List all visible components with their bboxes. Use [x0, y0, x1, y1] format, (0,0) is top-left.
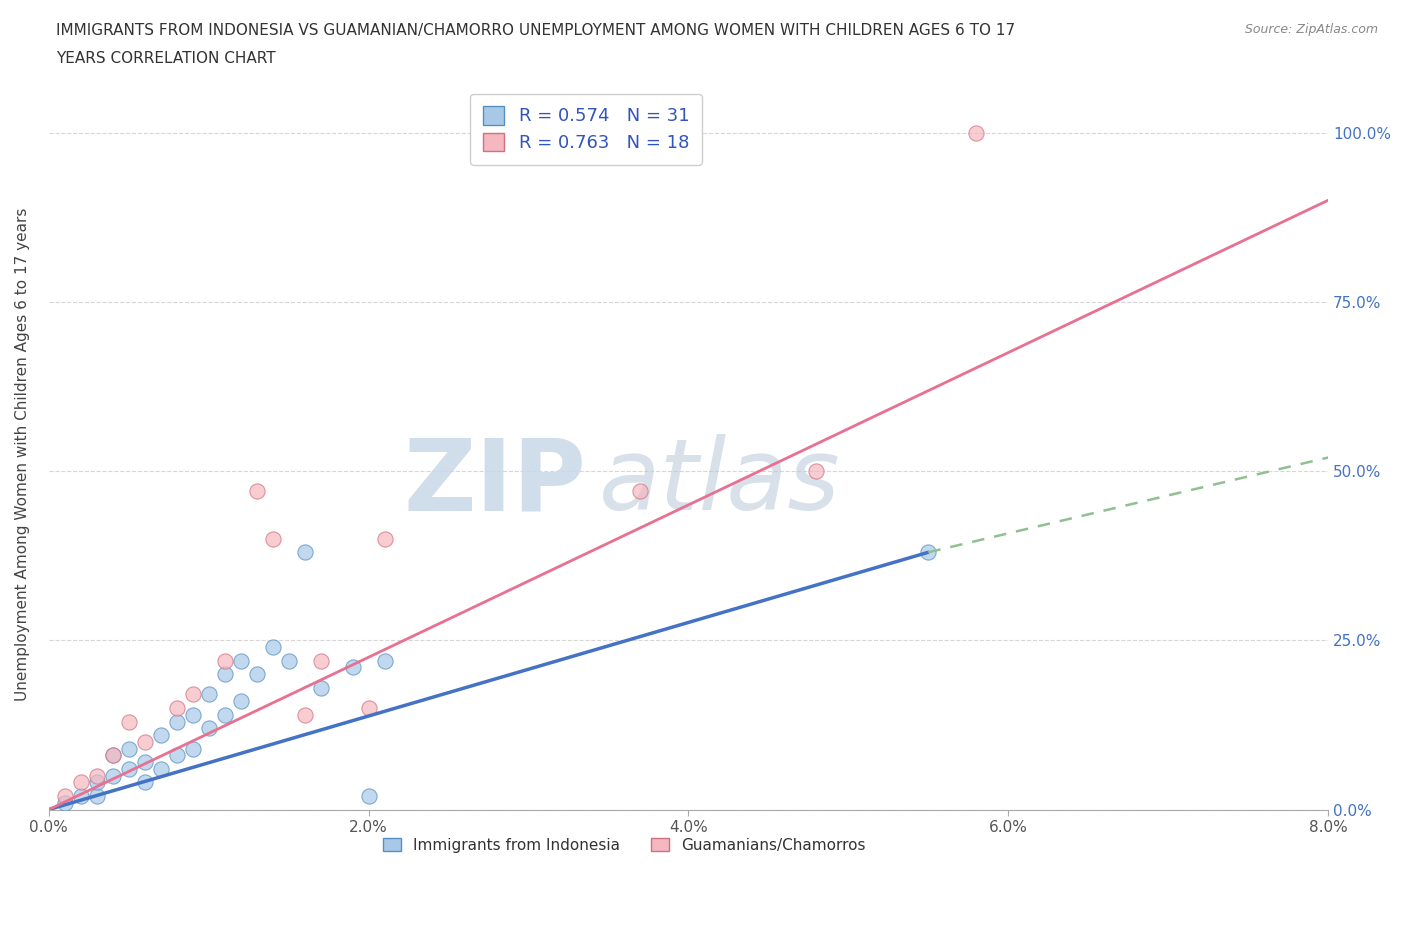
Legend: Immigrants from Indonesia, Guamanians/Chamorros: Immigrants from Indonesia, Guamanians/Ch…	[377, 831, 872, 858]
Point	[166, 714, 188, 729]
Point	[246, 667, 269, 682]
Point	[149, 727, 172, 742]
Point	[246, 484, 269, 498]
Point	[357, 789, 380, 804]
Point	[69, 775, 91, 790]
Point	[357, 700, 380, 715]
Point	[118, 714, 141, 729]
Point	[342, 660, 364, 675]
Point	[86, 789, 108, 804]
Text: YEARS CORRELATION CHART: YEARS CORRELATION CHART	[56, 51, 276, 66]
Point	[965, 126, 987, 140]
Point	[917, 545, 939, 560]
Point	[277, 653, 299, 668]
Point	[309, 653, 332, 668]
Point	[181, 741, 204, 756]
Point	[374, 653, 396, 668]
Text: IMMIGRANTS FROM INDONESIA VS GUAMANIAN/CHAMORRO UNEMPLOYMENT AMONG WOMEN WITH CH: IMMIGRANTS FROM INDONESIA VS GUAMANIAN/C…	[56, 23, 1015, 38]
Point	[214, 667, 236, 682]
Point	[166, 748, 188, 763]
Point	[134, 735, 156, 750]
Point	[181, 687, 204, 702]
Point	[806, 464, 828, 479]
Point	[149, 762, 172, 777]
Text: Source: ZipAtlas.com: Source: ZipAtlas.com	[1244, 23, 1378, 36]
Point	[214, 708, 236, 723]
Point	[86, 775, 108, 790]
Point	[134, 755, 156, 770]
Point	[197, 721, 219, 736]
Point	[197, 687, 219, 702]
Point	[262, 531, 284, 546]
Point	[309, 680, 332, 695]
Point	[630, 484, 652, 498]
Point	[374, 531, 396, 546]
Point	[118, 741, 141, 756]
Text: ZIP: ZIP	[404, 434, 586, 531]
Point	[229, 694, 252, 709]
Point	[53, 795, 76, 810]
Point	[101, 748, 124, 763]
Point	[262, 640, 284, 655]
Point	[294, 708, 316, 723]
Y-axis label: Unemployment Among Women with Children Ages 6 to 17 years: Unemployment Among Women with Children A…	[15, 207, 30, 701]
Point	[214, 653, 236, 668]
Point	[294, 545, 316, 560]
Point	[229, 653, 252, 668]
Point	[118, 762, 141, 777]
Point	[101, 768, 124, 783]
Point	[166, 700, 188, 715]
Point	[181, 708, 204, 723]
Point	[69, 789, 91, 804]
Point	[53, 789, 76, 804]
Point	[101, 748, 124, 763]
Point	[134, 775, 156, 790]
Text: atlas: atlas	[599, 434, 841, 531]
Point	[86, 768, 108, 783]
